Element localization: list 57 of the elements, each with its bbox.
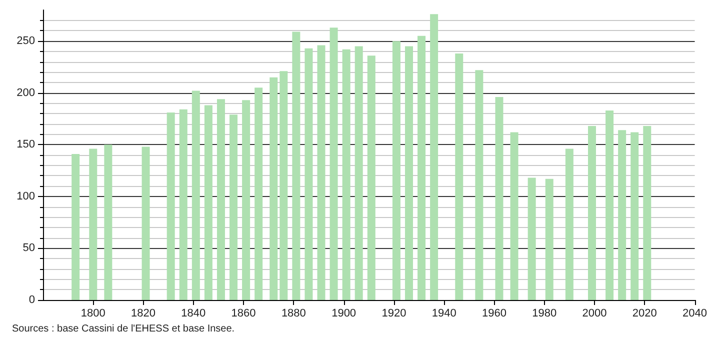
x-tick-label: 1860 — [231, 308, 256, 320]
bar — [72, 154, 80, 300]
bar — [330, 28, 338, 300]
x-tick-label: 1920 — [382, 308, 406, 320]
y-tick-label: 0 — [28, 294, 35, 306]
bar — [292, 32, 300, 300]
y-tick-label: 150 — [16, 138, 35, 151]
x-tick-label: 1960 — [482, 308, 506, 320]
y-tick-label: 250 — [16, 35, 35, 48]
bar — [242, 100, 250, 300]
bar — [342, 49, 350, 300]
y-tick-label: 100 — [16, 190, 35, 202]
bar — [545, 178, 554, 300]
x-tick-label: 2040 — [682, 308, 708, 320]
x-tick-label: 1840 — [181, 308, 206, 320]
bar — [392, 41, 400, 300]
bar — [606, 110, 614, 300]
bar — [192, 90, 200, 300]
bar — [510, 132, 518, 300]
bar — [204, 105, 212, 300]
bar — [455, 54, 464, 300]
x-tick-label: 1880 — [281, 308, 306, 320]
bar — [430, 14, 438, 300]
bar — [643, 126, 652, 300]
x-tick-label: 1900 — [332, 308, 356, 320]
bar — [630, 132, 639, 300]
bar — [179, 109, 188, 300]
x-tick-label: 2000 — [582, 308, 607, 320]
bar — [475, 70, 484, 300]
bar — [280, 71, 288, 300]
bar — [367, 56, 376, 300]
bar — [270, 77, 278, 300]
bar — [304, 48, 313, 300]
bar — [166, 112, 175, 300]
x-tick-label: 1800 — [80, 308, 106, 320]
bar — [230, 114, 238, 300]
x-tick-label: 1820 — [131, 308, 156, 320]
bar — [495, 97, 504, 300]
source-note: Sources : base Cassini de l'EHESS et base Insee. — [12, 324, 235, 334]
bar — [528, 178, 536, 300]
bar — [404, 46, 413, 300]
bar — [254, 88, 263, 300]
bar — [89, 148, 98, 300]
bar — [418, 36, 426, 300]
bar — [354, 46, 363, 300]
bar — [317, 45, 326, 300]
x-tick-label: 1940 — [432, 308, 456, 320]
x-tick-label: 1980 — [532, 308, 557, 320]
bar — [588, 126, 596, 300]
bar — [104, 144, 112, 300]
bar — [618, 130, 626, 300]
bar — [142, 146, 150, 300]
x-tick-label: 2020 — [632, 308, 657, 320]
y-tick-label: 200 — [16, 86, 35, 99]
y-tick-label: 50 — [22, 242, 35, 254]
bar — [216, 99, 225, 300]
bar — [565, 148, 574, 300]
